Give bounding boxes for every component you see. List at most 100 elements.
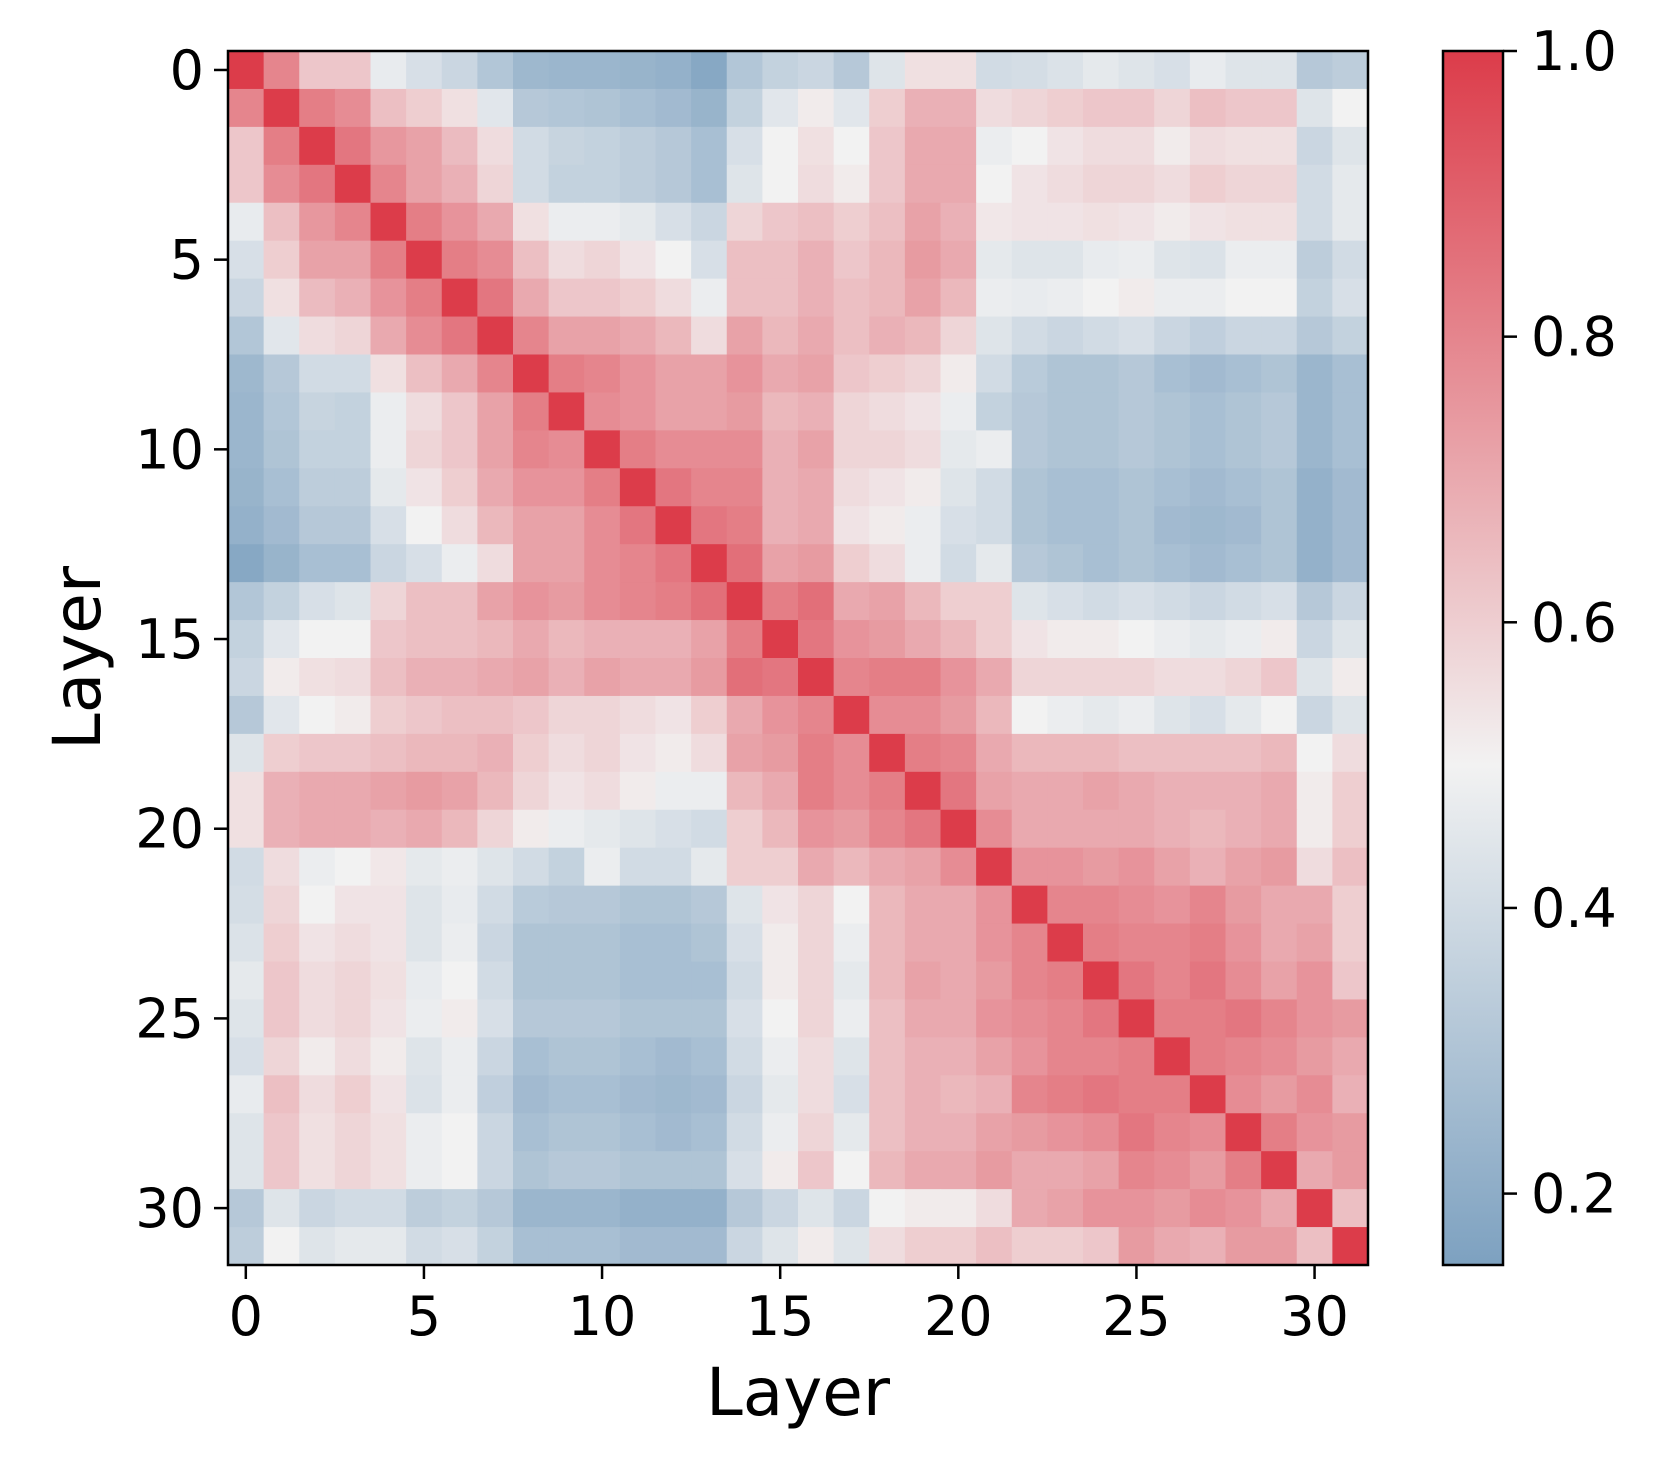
heatmap-cell [1296, 658, 1333, 697]
heatmap-cell [441, 733, 478, 773]
heatmap-cell [441, 999, 478, 1038]
heatmap-cell [1047, 885, 1084, 925]
heatmap-cell [869, 430, 906, 469]
heatmap-cell [619, 278, 657, 318]
heatmap-cell [1118, 885, 1155, 925]
heatmap-cell [726, 1037, 763, 1076]
heatmap-cell [691, 240, 728, 280]
heatmap-cell [691, 999, 728, 1038]
colorbar: 0.2 0.4 0.6 0.8 1.0 [1441, 20, 1617, 1267]
heatmap-cell [1083, 240, 1120, 280]
heatmap-cell [299, 620, 336, 659]
heatmap-cell [726, 695, 763, 735]
heatmap-cell [1189, 316, 1227, 356]
heatmap-cell [833, 885, 870, 925]
heatmap-cell [263, 354, 300, 394]
heatmap-cell [904, 468, 942, 507]
heatmap-cell [1011, 733, 1048, 773]
heatmap-cell [726, 544, 763, 583]
heatmap-cell [477, 961, 514, 1001]
heatmap-cell [976, 88, 1013, 128]
heatmap-cell [548, 885, 585, 925]
heatmap-cell [584, 1151, 621, 1190]
heatmap-cell [1261, 468, 1298, 507]
heatmap-cell [691, 202, 728, 242]
heatmap-cell [619, 164, 657, 204]
heatmap-cell [1118, 278, 1155, 318]
heatmap-cell [548, 392, 585, 431]
heatmap-cell [1296, 1113, 1333, 1152]
heatmap-cell [1189, 733, 1227, 773]
heatmap-cell [477, 620, 514, 659]
heatmap-cell [726, 999, 763, 1038]
heatmap-cell [406, 1113, 443, 1152]
heatmap-cell [228, 961, 265, 1001]
heatmap-cell [976, 354, 1013, 394]
heatmap-cell [477, 126, 514, 166]
heatmap-cell [548, 809, 585, 849]
heatmap-cell [1189, 278, 1227, 318]
heatmap-cell [1011, 240, 1048, 280]
heatmap-cell [691, 885, 728, 925]
heatmap-cell [1332, 202, 1369, 242]
heatmap-cell [1118, 1189, 1155, 1228]
heatmap-cell [548, 506, 585, 545]
heatmap-cell [726, 164, 763, 204]
heatmap-cell [334, 1151, 372, 1190]
heatmap-cell [940, 809, 977, 849]
heatmap-cell [1225, 164, 1262, 204]
heatmap-cell [798, 544, 835, 583]
plot-frame [226, 49, 1370, 1267]
heatmap-cell [334, 544, 372, 583]
heatmap-cell [869, 999, 906, 1038]
heatmap-cell [263, 468, 300, 507]
heatmap-cell [1225, 582, 1262, 621]
heatmap-cell [263, 88, 300, 128]
heatmap-cell [584, 430, 621, 469]
heatmap-cell [1083, 620, 1120, 659]
heatmap-cell [1154, 923, 1191, 963]
heatmap-cell [1154, 392, 1191, 431]
heatmap-cell [406, 1189, 443, 1228]
heatmap-cell [726, 733, 763, 773]
heatmap-cell [691, 506, 728, 545]
heatmap-cell [334, 1037, 372, 1076]
heatmap-cell [441, 240, 478, 280]
heatmap-cell [228, 544, 265, 583]
heatmap-cell [904, 961, 942, 1001]
heatmap-cell [1154, 1227, 1191, 1266]
heatmap-cell [619, 544, 657, 583]
heatmap-cell [1011, 430, 1048, 469]
heatmap-cell [334, 658, 372, 697]
heatmap-cell [798, 1189, 835, 1228]
heatmap-cell [619, 999, 657, 1038]
heatmap-cell [904, 1037, 942, 1076]
heatmap-cell [548, 544, 585, 583]
heatmap-cell [1118, 164, 1155, 204]
heatmap-cell [904, 809, 942, 849]
heatmap-cell [228, 809, 265, 849]
heatmap-cell [691, 468, 728, 507]
heatmap-cell [833, 278, 870, 318]
heatmap-cell [299, 847, 336, 887]
heatmap-cell [548, 240, 585, 280]
heatmap-cell [1189, 658, 1227, 697]
heatmap-cell [976, 392, 1013, 431]
heatmap-cell [1047, 202, 1084, 242]
heatmap-cell [513, 316, 550, 356]
heatmap-cell [477, 923, 514, 963]
heatmap-cell [940, 923, 977, 963]
heatmap-cell [1083, 392, 1120, 431]
heatmap-cell [726, 658, 763, 697]
heatmap-cell [228, 316, 265, 356]
heatmap-cell [548, 126, 585, 166]
heatmap-cell [477, 1113, 514, 1152]
heatmap-cell [1225, 544, 1262, 583]
heatmap-cell [1047, 620, 1084, 659]
heatmap-cell [548, 278, 585, 318]
heatmap-cell [976, 695, 1013, 735]
heatmap-cell [263, 847, 300, 887]
heatmap-cell [691, 1113, 728, 1152]
heatmap-cell [477, 885, 514, 925]
heatmap-cell [228, 430, 265, 469]
